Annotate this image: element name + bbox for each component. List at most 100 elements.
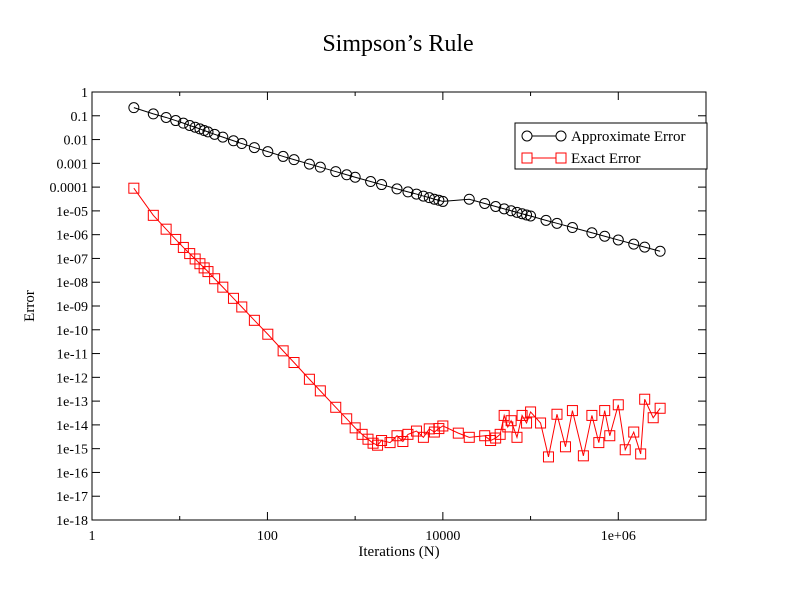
data-point-circle bbox=[479, 197, 491, 209]
data-point-circle bbox=[586, 227, 598, 239]
data-point-square bbox=[577, 450, 589, 462]
data-point-square bbox=[384, 437, 396, 449]
legend-marker-square bbox=[521, 152, 533, 164]
legend-marker-circle bbox=[555, 130, 567, 142]
data-point-circle bbox=[516, 208, 528, 220]
data-point-square bbox=[160, 223, 172, 235]
data-point-square bbox=[586, 409, 598, 421]
x-axis: 1 100 10000 1e+06 bbox=[89, 92, 636, 544]
data-point-square bbox=[288, 357, 300, 369]
data-point-square bbox=[452, 427, 464, 439]
x-tick-label: 10000 bbox=[425, 529, 460, 544]
legend-label: Exact Error bbox=[571, 151, 641, 167]
data-point-circle bbox=[202, 126, 214, 138]
data-point-circle bbox=[410, 188, 422, 200]
data-point-square bbox=[202, 266, 214, 278]
y-tick-label: 1e-14 bbox=[56, 419, 88, 434]
y-tick-label: 1e-10 bbox=[56, 324, 88, 339]
data-point-square bbox=[209, 273, 221, 285]
data-point-circle bbox=[177, 117, 189, 129]
data-point-circle bbox=[341, 169, 353, 181]
legend-box bbox=[514, 122, 708, 170]
data-point-square bbox=[505, 415, 517, 427]
y-tick-label: 1e-16 bbox=[56, 466, 88, 481]
data-point-square bbox=[314, 385, 326, 397]
data-point-square bbox=[428, 426, 440, 438]
data-point-square bbox=[628, 426, 640, 438]
y-tick-label: 1 bbox=[81, 86, 88, 101]
data-point-circle bbox=[303, 158, 315, 170]
data-point-circle bbox=[525, 210, 537, 222]
data-point-circle bbox=[428, 193, 440, 205]
x-axis-label: Iterations (N) bbox=[358, 544, 439, 560]
data-point-square bbox=[593, 437, 605, 449]
legend-marker-circle bbox=[521, 130, 533, 142]
data-point-circle bbox=[551, 217, 563, 229]
data-point-square bbox=[535, 417, 547, 429]
data-point-square bbox=[599, 405, 611, 417]
data-point-circle bbox=[184, 120, 196, 132]
y-tick-label: 1e-11 bbox=[57, 348, 88, 363]
y-tick-label: 0.01 bbox=[64, 134, 89, 149]
data-point-circle bbox=[505, 205, 517, 217]
data-point-square bbox=[391, 430, 403, 442]
data-point-circle bbox=[402, 186, 414, 198]
data-point-square bbox=[639, 393, 651, 405]
data-point-square bbox=[437, 420, 449, 432]
data-point-circle bbox=[599, 230, 611, 242]
y-tick-label: 1e-07 bbox=[56, 252, 88, 267]
data-point-circle bbox=[277, 150, 289, 162]
data-point-circle bbox=[236, 138, 248, 150]
data-point-square bbox=[521, 417, 533, 429]
data-point-square bbox=[330, 401, 342, 413]
data-point-square bbox=[194, 258, 206, 270]
data-point-circle bbox=[217, 131, 229, 143]
y-tick-label: 0.0001 bbox=[50, 181, 89, 196]
data-point-circle bbox=[160, 111, 172, 123]
data-point-square bbox=[402, 428, 414, 440]
legend: Approximate Error Exact Error bbox=[514, 122, 708, 170]
data-point-square bbox=[170, 233, 182, 245]
data-point-square bbox=[511, 431, 523, 443]
y-tick-label: 1e-13 bbox=[56, 395, 88, 410]
data-point-circle bbox=[227, 135, 239, 147]
y-tick-label: 0.001 bbox=[57, 157, 89, 172]
y-tick-label: 1e-06 bbox=[56, 229, 88, 244]
data-point-square bbox=[177, 241, 189, 253]
data-point-square bbox=[303, 373, 315, 385]
data-point-circle bbox=[417, 190, 429, 202]
data-point-square bbox=[433, 423, 445, 435]
data-point-square bbox=[604, 430, 616, 442]
y-tick-label: 1e-17 bbox=[56, 490, 88, 505]
data-point-square bbox=[566, 405, 578, 417]
data-point-square bbox=[502, 421, 514, 433]
y-axis: 1 0.1 0.01 0.001 0.0001 1e-05 1e-06 1e-07 1e-08 1… bbox=[50, 86, 706, 529]
data-point-circle bbox=[391, 183, 403, 195]
series-line bbox=[133, 187, 661, 458]
data-point-circle bbox=[639, 241, 651, 253]
data-point-square bbox=[410, 425, 422, 437]
data-point-square bbox=[417, 431, 429, 443]
data-point-circle bbox=[147, 108, 159, 120]
data-point-circle bbox=[330, 166, 342, 178]
data-point-square bbox=[654, 402, 666, 414]
data-point-circle bbox=[540, 214, 552, 226]
data-point-square bbox=[248, 314, 260, 326]
data-point-square bbox=[494, 428, 506, 440]
data-point-square bbox=[217, 281, 229, 293]
legend-label: Approximate Error bbox=[571, 129, 686, 145]
series-layer bbox=[128, 102, 666, 463]
data-point-circle bbox=[288, 154, 300, 166]
data-point-circle bbox=[490, 200, 502, 212]
x-tick-label: 1 bbox=[89, 529, 96, 544]
data-point-circle bbox=[248, 142, 260, 154]
series-approximate-error bbox=[128, 102, 666, 257]
data-point-circle bbox=[612, 234, 624, 246]
data-point-circle bbox=[314, 161, 326, 173]
data-point-square bbox=[635, 448, 647, 460]
series-exact-error bbox=[128, 182, 666, 463]
data-point-square bbox=[463, 431, 475, 443]
data-point-circle bbox=[128, 102, 140, 114]
data-point-square bbox=[349, 422, 361, 434]
